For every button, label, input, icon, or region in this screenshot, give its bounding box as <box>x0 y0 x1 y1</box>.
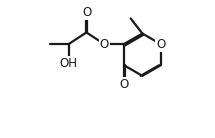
Text: O: O <box>83 6 92 19</box>
Text: O: O <box>100 38 109 51</box>
Text: OH: OH <box>60 57 78 70</box>
Text: O: O <box>119 78 129 91</box>
Text: O: O <box>156 38 165 51</box>
